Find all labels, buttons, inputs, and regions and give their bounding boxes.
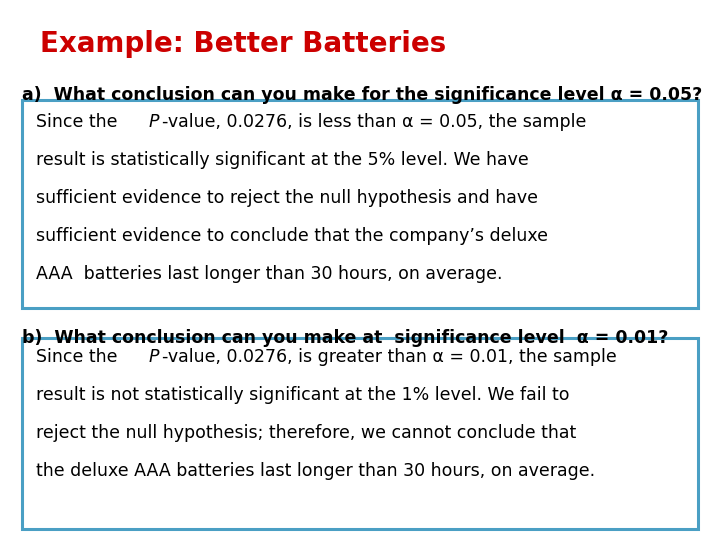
Text: b)  What conclusion can you make at  significance level  α = 0.01?: b) What conclusion can you make at signi… — [22, 329, 668, 347]
FancyBboxPatch shape — [22, 338, 698, 529]
Text: P: P — [148, 348, 158, 366]
Text: sufficient evidence to reject the null hypothesis and have: sufficient evidence to reject the null h… — [36, 189, 538, 207]
Text: result is not statistically significant at the 1% level. We fail to: result is not statistically significant … — [36, 386, 570, 404]
Text: -value, 0.0276, is less than α = 0.05, the sample: -value, 0.0276, is less than α = 0.05, t… — [162, 113, 586, 131]
Text: AAA  batteries last longer than 30 hours, on average.: AAA batteries last longer than 30 hours,… — [36, 265, 503, 282]
Text: result is statistically significant at the 5% level. We have: result is statistically significant at t… — [36, 151, 528, 169]
Text: sufficient evidence to conclude that the company’s deluxe: sufficient evidence to conclude that the… — [36, 227, 548, 245]
Text: Since the: Since the — [36, 113, 123, 131]
Text: reject the null hypothesis; therefore, we cannot conclude that: reject the null hypothesis; therefore, w… — [36, 424, 576, 442]
Text: Since the: Since the — [36, 348, 123, 366]
FancyBboxPatch shape — [22, 100, 698, 308]
Text: -value, 0.0276, is greater than α = 0.01, the sample: -value, 0.0276, is greater than α = 0.01… — [162, 348, 616, 366]
Text: Example: Better Batteries: Example: Better Batteries — [40, 30, 446, 58]
Text: a)  What conclusion can you make for the significance level α = 0.05?: a) What conclusion can you make for the … — [22, 86, 702, 104]
Text: the deluxe AAA batteries last longer than 30 hours, on average.: the deluxe AAA batteries last longer tha… — [36, 462, 595, 480]
Text: P: P — [148, 113, 158, 131]
